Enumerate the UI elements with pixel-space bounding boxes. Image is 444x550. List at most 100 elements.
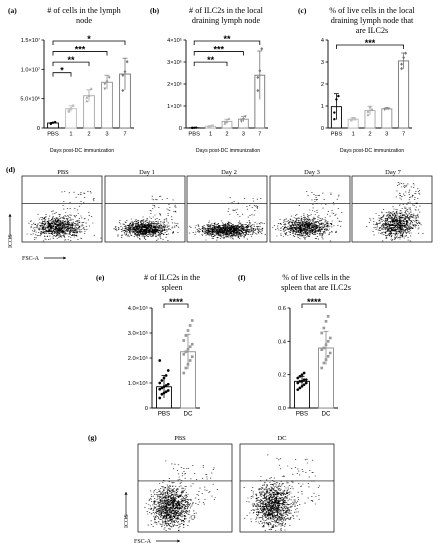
data-point-c bbox=[352, 116, 355, 120]
data-point-f bbox=[326, 339, 330, 343]
y-tick-label-e: 0 bbox=[145, 406, 148, 412]
flow-d-plot-2 bbox=[104, 175, 186, 243]
data-point-b bbox=[227, 117, 231, 120]
y-tick-label-a: 1.0×10⁷ bbox=[21, 66, 40, 73]
data-point-e bbox=[190, 342, 194, 346]
flow-g-plot-1-events bbox=[144, 460, 218, 531]
data-point-f bbox=[320, 366, 324, 370]
data-point-e bbox=[182, 339, 186, 342]
significance-label-a: *** bbox=[75, 45, 86, 55]
data-point-c bbox=[354, 118, 357, 121]
data-point-b bbox=[207, 125, 210, 128]
data-point-f bbox=[302, 378, 306, 382]
y-tick-label-f: 0.6 bbox=[278, 306, 286, 312]
data-point-f bbox=[298, 374, 302, 378]
panel-label-g: (g) bbox=[88, 433, 97, 442]
title-a-line2: node bbox=[76, 16, 92, 25]
title-f-line2: spleen that are ILC2s bbox=[281, 283, 351, 292]
data-point-f bbox=[296, 376, 300, 380]
data-point-e bbox=[164, 384, 168, 387]
flow-g-plot-2 bbox=[239, 443, 335, 533]
data-point-a bbox=[85, 99, 89, 103]
data-point-a bbox=[103, 82, 107, 86]
significance-bracket-a bbox=[52, 72, 72, 77]
data-point-f bbox=[326, 354, 330, 358]
panel-label-c: (c) bbox=[298, 6, 307, 15]
data-point-e bbox=[190, 355, 194, 359]
data-point-a bbox=[123, 70, 127, 74]
data-point-e bbox=[158, 381, 162, 385]
data-point-a bbox=[89, 87, 93, 90]
data-point-f bbox=[298, 386, 302, 390]
flow-d-plot-1 bbox=[21, 175, 103, 243]
data-point-f bbox=[298, 379, 302, 383]
title-a-line1: # of cells in the lymph bbox=[47, 6, 120, 15]
flow-g-ylabel: ICOS bbox=[124, 514, 130, 528]
significance-label-a: * bbox=[60, 66, 64, 76]
title-b: # of ILC2s in the local draining lymph n… bbox=[189, 6, 264, 25]
bar-c bbox=[381, 108, 393, 129]
data-point-e bbox=[158, 396, 162, 400]
flow-d-x-arrow-head bbox=[63, 256, 66, 260]
xlabel-b: Days post-DC immunization bbox=[196, 148, 260, 154]
flow-d-plot-4-events bbox=[272, 191, 343, 242]
flow-g-xlabel: FSC-A bbox=[134, 539, 152, 545]
flow-g-title-2: DC bbox=[277, 435, 286, 442]
significance-bracket-b bbox=[193, 61, 228, 67]
data-point-b bbox=[223, 120, 227, 124]
data-point-e bbox=[160, 379, 164, 382]
data-point-a bbox=[107, 76, 111, 80]
y-tick-label-c: 2 bbox=[321, 82, 324, 88]
y-tick-label-c: 4 bbox=[321, 38, 324, 44]
data-point-e bbox=[186, 329, 190, 332]
title-f: % of live cells in the spleen that are I… bbox=[281, 273, 351, 292]
data-point-e bbox=[160, 392, 164, 396]
flow-g-plot-1-frame bbox=[137, 443, 233, 533]
y-tick-label-a: 1.5×10⁷ bbox=[21, 37, 40, 44]
data-point-c bbox=[333, 111, 336, 114]
flow-g-plot-2-events bbox=[243, 454, 320, 531]
x-tick-label-c: 7 bbox=[402, 132, 405, 138]
data-point-e bbox=[188, 324, 192, 327]
significance-bracket-f bbox=[301, 303, 327, 308]
data-point-b bbox=[191, 126, 194, 130]
y-tick-label-c: 3 bbox=[321, 60, 324, 66]
significance-bracket-b bbox=[193, 40, 261, 45]
bar-c bbox=[398, 60, 410, 129]
y-tick-label-e: 1.0×10⁵ bbox=[128, 380, 149, 387]
y-tick-label-b: 2×10⁵ bbox=[167, 81, 182, 88]
title-a: # of cells in the lymph node bbox=[47, 6, 120, 25]
data-point-f bbox=[320, 348, 324, 352]
data-point-c bbox=[366, 113, 370, 116]
significance-bracket-e bbox=[163, 303, 189, 308]
y-tick-label-b: 0 bbox=[179, 126, 182, 132]
y-tick-label-b: 4×10⁵ bbox=[167, 37, 182, 44]
y-tick-label-e: 2.0×10⁵ bbox=[128, 355, 149, 362]
data-point-b bbox=[256, 88, 260, 93]
flow-g-titles: PBS DC bbox=[174, 435, 286, 442]
data-point-b bbox=[239, 118, 243, 122]
title-c-line1: % of live cells in the local bbox=[329, 6, 415, 15]
x-tick-label-c: 1 bbox=[352, 132, 355, 138]
data-point-e bbox=[184, 366, 188, 370]
data-point-f bbox=[322, 346, 326, 350]
significance-bracket-a bbox=[52, 51, 108, 56]
x-tick-label-c: 3 bbox=[385, 132, 388, 138]
data-point-a bbox=[121, 73, 125, 77]
data-point-b bbox=[260, 47, 264, 51]
data-point-b bbox=[243, 115, 247, 119]
significance-bracket-b bbox=[193, 51, 244, 56]
y-tick-label-f: 0.0 bbox=[278, 406, 286, 412]
data-point-b bbox=[258, 69, 262, 73]
data-point-a bbox=[53, 120, 57, 124]
flow-d-plot-3-events bbox=[188, 197, 266, 241]
data-point-c bbox=[335, 98, 338, 101]
x-tick-label-a: 2 bbox=[87, 132, 90, 138]
panel-label-e: (e) bbox=[96, 273, 105, 282]
x-tick-label-a: 1 bbox=[69, 132, 72, 138]
y-tick-label-a: 0 bbox=[37, 126, 40, 132]
x-tick-label-b: 1 bbox=[209, 132, 212, 138]
x-tick-label-a: 3 bbox=[105, 132, 108, 138]
significance-label-f: **** bbox=[307, 297, 322, 307]
data-point-f bbox=[300, 384, 304, 388]
